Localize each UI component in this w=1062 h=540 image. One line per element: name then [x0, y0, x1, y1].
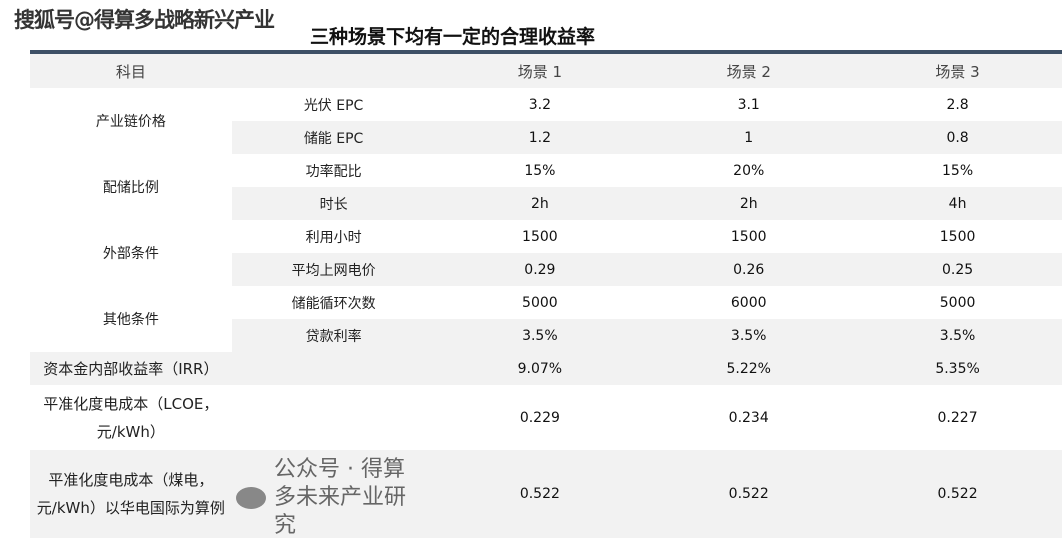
cell-value: 0.522	[728, 486, 769, 502]
blank-cell	[232, 385, 436, 450]
sub-item-label: 时长	[231, 187, 436, 220]
table-row: 其他条件 储能循环次数 5000 6000 5000	[30, 286, 1062, 329]
header-blank	[232, 54, 436, 88]
header-s3: 场景 3	[935, 62, 980, 81]
sub-item-label: 储能 EPC	[231, 121, 436, 154]
header-rule	[30, 50, 1062, 54]
cell-value: 1500	[939, 228, 976, 245]
header-s2: 场景 2	[726, 62, 771, 81]
result-row: 平准化度电成本（LCOE，元/kWh） 0.229 0.234 0.227	[30, 385, 1062, 450]
table-row: 储能 EPC 1.2 1 0.8	[30, 121, 1062, 154]
cell-value: 5000	[522, 294, 558, 311]
cell-value: 15%	[524, 162, 556, 179]
cell-value: 3.5%	[435, 319, 645, 352]
cell-value: 0.8	[853, 121, 1062, 154]
sub-item-label: 功率配比	[305, 163, 362, 180]
cell-value: 4h	[853, 187, 1062, 220]
group-label: 配储比例	[102, 180, 159, 196]
result-label: 平准化度电成本（LCOE，元/kWh）	[43, 394, 219, 441]
result-row: 资本金内部收益率（IRR） 9.07% 5.22% 5.35%	[30, 352, 1062, 385]
cell-value: 3.5%	[853, 319, 1062, 352]
group-label: 其他条件	[102, 312, 159, 328]
table-row: 时长 2h 2h 4h	[30, 187, 1062, 220]
header-s1: 场景 1	[517, 62, 563, 81]
cell-value: 1500	[522, 228, 558, 245]
cell-value: 0.25	[853, 253, 1062, 286]
cell-value: 2h	[644, 187, 854, 220]
sub-item-label: 贷款利率	[231, 319, 436, 352]
cell-value: 9.07%	[517, 360, 563, 377]
wechat-icon	[236, 487, 266, 509]
cell-value: 0.522	[937, 486, 978, 502]
sub-item-label: 储能循环次数	[291, 295, 376, 312]
cell-value: 3.2	[528, 96, 551, 113]
header-item: 科目	[115, 62, 146, 81]
footer-watermark-text: 公众号 · 得算多未来产业研究	[274, 457, 407, 538]
cell-value: 0.234	[728, 409, 769, 426]
blank-cell	[232, 352, 436, 385]
scenario-table: 科目 场景 1 场景 2 场景 3 产业链价格 光伏 EPC 3.2 3.1 2.8 储能…	[30, 54, 1062, 538]
table-row: 外部条件 利用小时 1500 1500 1500	[30, 220, 1062, 263]
cell-value: 3.1	[737, 96, 760, 113]
cell-value: 20%	[733, 162, 765, 179]
sub-item-label: 平均上网电价	[231, 253, 436, 286]
cell-value: 5000	[939, 294, 976, 311]
table-row: 配储比例 功率配比 15% 20% 15%	[30, 154, 1062, 197]
cell-value: 2.8	[946, 96, 969, 113]
page-title: 三种场景下均有一定的合理收益率	[310, 26, 596, 48]
cell-value: 2h	[435, 187, 645, 220]
group-label: 外部条件	[102, 246, 159, 262]
table-row: 平均上网电价 0.29 0.26 0.25	[30, 253, 1062, 286]
cell-value: 5.35%	[935, 360, 980, 377]
result-row: 平准化度电成本（煤电，元/kWh）以华电国际为算例 0.522 0.522 0.522	[30, 450, 1062, 538]
cell-value: 0.29	[435, 253, 645, 286]
group-label: 产业链价格	[95, 114, 166, 130]
cell-value: 3.5%	[644, 319, 854, 352]
cell-value: 0.26	[644, 253, 854, 286]
cell-value: 6000	[730, 294, 767, 311]
result-label: 资本金内部收益率（IRR）	[43, 359, 219, 378]
sub-item-label: 光伏 EPC	[303, 97, 364, 114]
cell-value: 1500	[730, 228, 767, 245]
footer-watermark: 公众号 · 得算多未来产业研究	[236, 456, 424, 540]
cell-value: 0.229	[519, 409, 560, 426]
watermark: 搜狐号@得算多战略新兴产业	[14, 8, 275, 32]
cell-value: 0.227	[937, 409, 978, 426]
result-label: 平准化度电成本（煤电，元/kWh）以华电国际为算例	[36, 471, 225, 517]
cell-value: 0.522	[519, 486, 560, 502]
table-row: 贷款利率 3.5% 3.5% 3.5%	[30, 319, 1062, 352]
cell-value: 1.2	[435, 121, 645, 154]
table-header: 科目 场景 1 场景 2 场景 3	[30, 54, 1062, 88]
table-row: 产业链价格 光伏 EPC 3.2 3.1 2.8	[30, 88, 1062, 131]
sub-item-label: 利用小时	[305, 229, 362, 246]
cell-value: 1	[644, 121, 854, 154]
cell-value: 15%	[942, 162, 974, 179]
cell-value: 5.22%	[726, 360, 771, 377]
